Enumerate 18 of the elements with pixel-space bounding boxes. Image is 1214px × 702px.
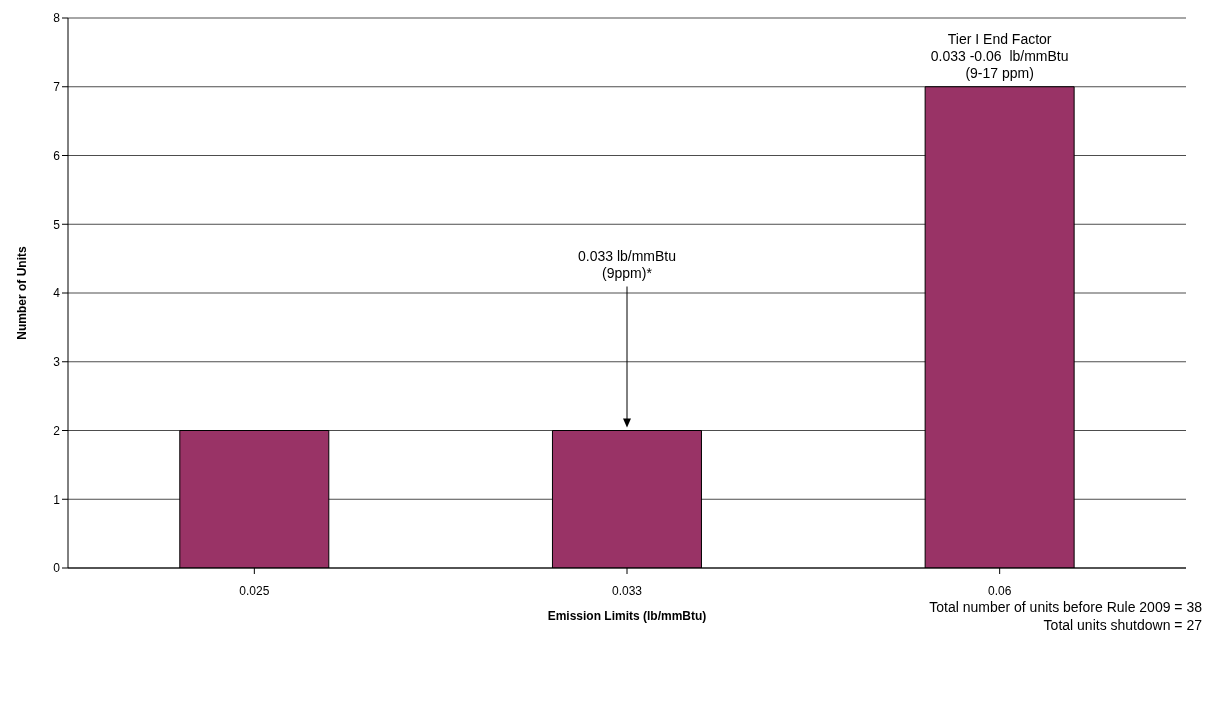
y-axis-title: Number of Units (15, 246, 30, 340)
y-tick-label: 3 (53, 355, 61, 370)
annotation: Tier I End Factor 0.033 -0.06 lb/mmBtu (9-17 ppm) (930, 30, 1069, 81)
text: Total units shutdown = 27 (1042, 616, 1202, 634)
y-tick-label: 7 (53, 80, 61, 95)
y-tick-label: 4 (53, 286, 61, 301)
text: Total number of units before Rule 2009 = 38 (929, 598, 1202, 616)
x-tick-label: 0.025 (239, 583, 270, 598)
y-tick-label: 1 (53, 492, 61, 507)
y-tick-label: 0 (53, 561, 61, 576)
x-tick-label: 0.033 (611, 583, 643, 598)
x-tick-label: 0.06 (987, 583, 1012, 598)
y-tick-label: 6 (53, 148, 61, 163)
y-tick-label: 8 (53, 11, 61, 26)
x-axis-title: Emission Limits (lb/mmBtu) (547, 609, 707, 623)
y-tick-label: 5 (53, 217, 61, 232)
y-tick-label: 2 (53, 423, 61, 438)
annotation: 0.033 lb/mmBtu (9ppm)* (577, 247, 677, 281)
